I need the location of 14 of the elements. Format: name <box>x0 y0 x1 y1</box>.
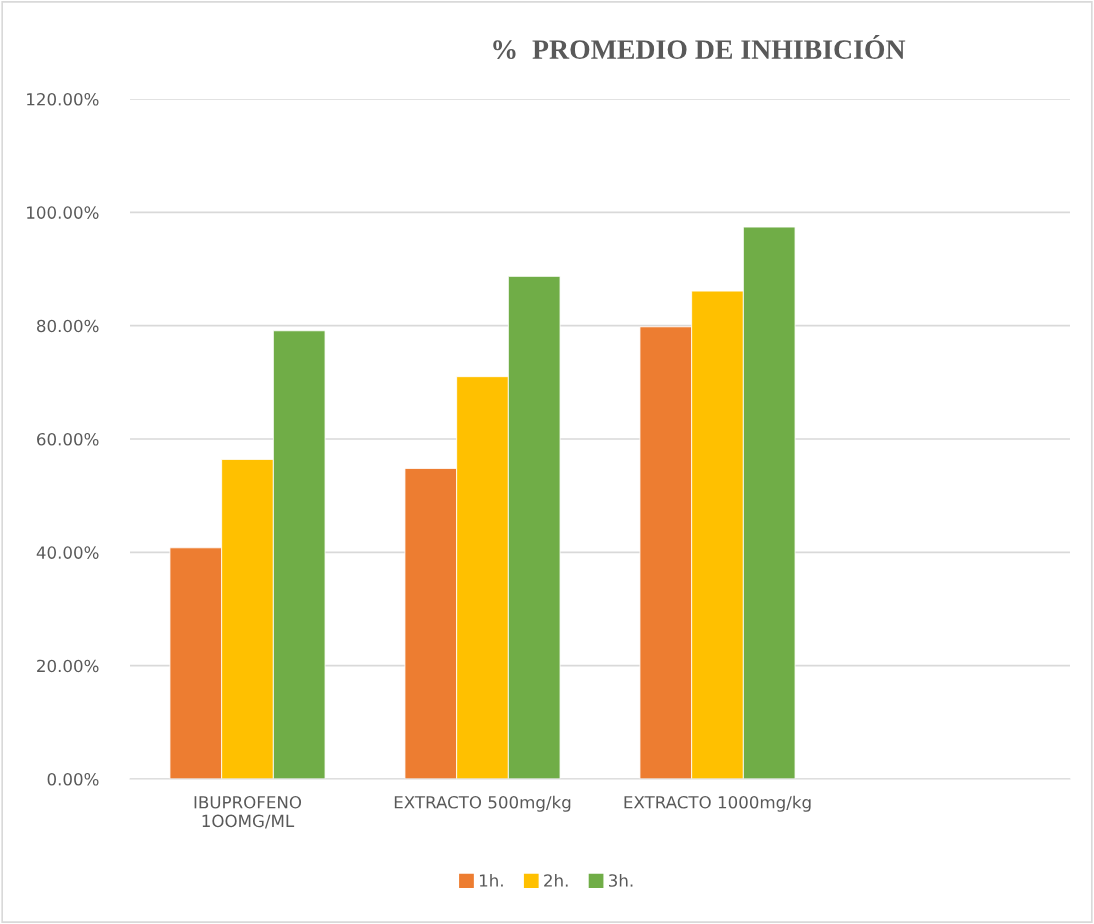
y-tick-label: 100.00% <box>27 206 99 219</box>
y-tick-label: 0.00% <box>47 772 99 786</box>
x-tick-label: EXTRACTO 500mg/kg <box>394 795 571 812</box>
y-tick-label: 60.00% <box>37 432 99 446</box>
x-tick-label: EXTRACTO 1000mg/kg <box>624 795 811 812</box>
x-tick-label: IBUPROFENO 1OOMG/ML <box>194 795 302 829</box>
y-tick-label: 80.00% <box>37 319 99 333</box>
y-tick-label: 120.00% <box>27 92 99 106</box>
chart-title: % PROMEDIO DE INHIBICIÓN <box>493 34 906 60</box>
legend-label: 1h. <box>479 873 503 887</box>
legend-label: 2h. <box>544 873 568 887</box>
y-tick-label: 20.00% <box>37 659 99 673</box>
legend-label: 3h. <box>609 873 633 887</box>
y-tick-label: 40.00% <box>36 546 99 559</box>
